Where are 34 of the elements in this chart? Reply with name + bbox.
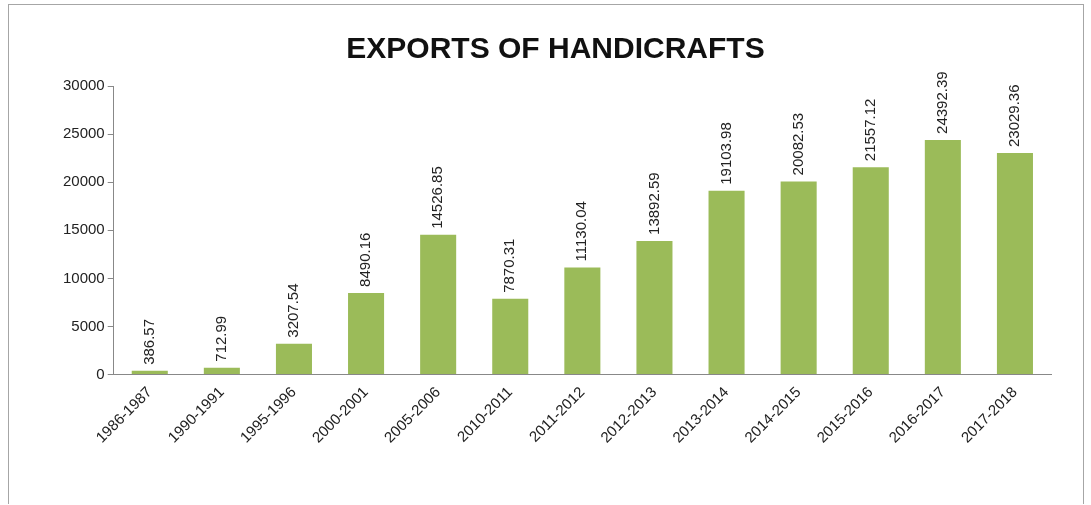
y-tick-label: 0: [96, 364, 105, 382]
data-label: 23029.36: [1005, 84, 1023, 148]
bar: [780, 181, 817, 375]
y-tick-label: 25000: [62, 124, 105, 142]
data-label: 386.57: [139, 318, 157, 365]
data-label: 21557.12: [860, 98, 878, 162]
data-label: 24392.39: [932, 71, 950, 134]
bar: [996, 153, 1033, 375]
bar: [708, 190, 745, 375]
data-label: 712.99: [212, 315, 229, 362]
data-label: 13892.59: [644, 172, 662, 235]
data-label: 20082.53: [788, 112, 806, 176]
data-label: 7870.31: [500, 238, 518, 293]
bar: [348, 292, 385, 375]
y-tick-label: 30000: [62, 76, 105, 94]
data-label: 19103.98: [716, 122, 734, 185]
data-label: 3207.54: [284, 283, 302, 338]
bar: [420, 234, 457, 375]
chart-title: EXPORTS OF HANDICRAFTS: [346, 31, 765, 65]
y-tick-label: 10000: [62, 268, 105, 286]
bar: [636, 240, 673, 375]
bar: [852, 167, 889, 375]
bar: [492, 298, 529, 375]
bar: [203, 367, 240, 375]
data-label: 11130.04: [572, 201, 590, 262]
bar: [564, 267, 601, 375]
data-label: 14526.85: [428, 166, 446, 229]
bar: [924, 139, 961, 375]
data-label: 8490.16: [356, 232, 374, 287]
y-tick-label: 5000: [71, 316, 105, 334]
y-tick-label: 20000: [62, 172, 105, 190]
bar: [275, 343, 312, 375]
bar: [131, 370, 168, 375]
y-tick-label: 15000: [62, 220, 105, 238]
